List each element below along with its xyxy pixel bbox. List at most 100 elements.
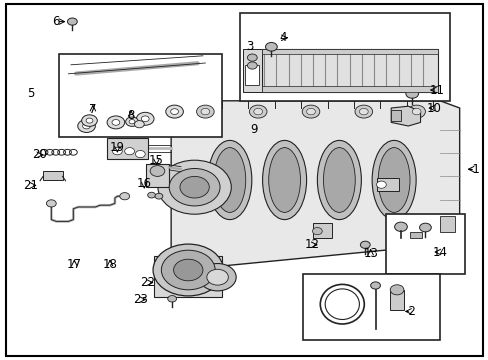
Circle shape <box>359 108 367 115</box>
Circle shape <box>158 160 231 214</box>
Ellipse shape <box>268 148 300 212</box>
Circle shape <box>419 223 430 232</box>
Text: 13: 13 <box>363 247 377 260</box>
Circle shape <box>249 105 266 118</box>
Bar <box>239 13 449 101</box>
Circle shape <box>112 148 122 155</box>
Circle shape <box>302 105 319 118</box>
Ellipse shape <box>213 148 245 212</box>
Circle shape <box>120 193 129 200</box>
Ellipse shape <box>320 284 364 324</box>
Ellipse shape <box>262 140 306 220</box>
Circle shape <box>107 116 124 129</box>
Text: 16: 16 <box>137 177 151 190</box>
Text: 6: 6 <box>52 15 60 28</box>
Text: 8: 8 <box>127 109 135 122</box>
Bar <box>409 232 421 238</box>
Circle shape <box>394 222 407 231</box>
Bar <box>312 223 331 238</box>
Text: 11: 11 <box>428 84 443 96</box>
Circle shape <box>201 108 209 115</box>
Circle shape <box>370 282 380 289</box>
Circle shape <box>136 112 154 125</box>
Text: 10: 10 <box>426 102 441 114</box>
Circle shape <box>247 62 257 69</box>
Bar <box>261 49 437 92</box>
Text: 21: 21 <box>23 179 38 192</box>
Circle shape <box>265 42 277 51</box>
Bar <box>261 49 437 54</box>
Circle shape <box>206 269 228 285</box>
Circle shape <box>167 296 176 302</box>
Text: -2: -2 <box>404 305 416 318</box>
Circle shape <box>247 54 257 61</box>
FancyArrowPatch shape <box>76 63 197 73</box>
Bar <box>59 54 222 137</box>
Polygon shape <box>171 101 459 270</box>
Circle shape <box>155 193 163 199</box>
Circle shape <box>124 148 134 155</box>
Circle shape <box>180 176 209 198</box>
Bar <box>245 65 259 85</box>
Ellipse shape <box>325 289 359 320</box>
Circle shape <box>407 105 425 118</box>
Circle shape <box>153 244 223 296</box>
Bar <box>261 86 437 92</box>
Ellipse shape <box>317 140 361 220</box>
Circle shape <box>169 168 220 206</box>
Text: 15: 15 <box>149 154 163 167</box>
Text: 22: 22 <box>140 276 155 289</box>
Ellipse shape <box>323 148 354 212</box>
Circle shape <box>135 150 145 158</box>
Text: 4: 4 <box>279 31 287 44</box>
Ellipse shape <box>378 148 409 212</box>
Bar <box>376 178 398 191</box>
Circle shape <box>376 181 386 188</box>
Circle shape <box>170 109 178 114</box>
Circle shape <box>253 108 262 115</box>
Text: 23: 23 <box>133 293 147 306</box>
Circle shape <box>360 241 369 248</box>
Circle shape <box>67 18 77 25</box>
Text: 14: 14 <box>432 246 447 258</box>
Text: 5: 5 <box>26 87 34 100</box>
Ellipse shape <box>371 140 415 220</box>
Text: 12: 12 <box>304 238 319 251</box>
Bar <box>389 290 404 310</box>
Bar <box>145 164 169 187</box>
Text: 20: 20 <box>32 148 46 161</box>
Bar <box>243 49 261 92</box>
Circle shape <box>78 120 95 132</box>
Ellipse shape <box>207 140 251 220</box>
Bar <box>154 256 222 297</box>
Circle shape <box>82 123 90 129</box>
Circle shape <box>134 121 144 128</box>
Circle shape <box>389 285 403 295</box>
Circle shape <box>306 108 315 115</box>
Text: 3: 3 <box>245 40 253 53</box>
Text: 17: 17 <box>67 258 81 271</box>
Circle shape <box>86 118 93 123</box>
Circle shape <box>147 192 155 198</box>
Text: 19: 19 <box>110 141 124 154</box>
Text: 18: 18 <box>102 258 117 271</box>
Circle shape <box>112 120 120 125</box>
Circle shape <box>312 228 322 235</box>
Circle shape <box>46 200 56 207</box>
Text: 9: 9 <box>250 123 258 136</box>
Circle shape <box>125 117 138 126</box>
Circle shape <box>161 250 215 290</box>
Circle shape <box>150 166 164 176</box>
Circle shape <box>129 120 135 124</box>
Bar <box>386 214 464 274</box>
Bar <box>106 138 148 159</box>
Bar <box>303 274 439 340</box>
Polygon shape <box>390 106 420 126</box>
Circle shape <box>199 264 236 291</box>
Circle shape <box>411 108 420 115</box>
Bar <box>43 171 62 180</box>
Bar <box>390 110 400 121</box>
Circle shape <box>405 89 418 98</box>
Bar <box>439 216 454 232</box>
Circle shape <box>141 116 149 122</box>
